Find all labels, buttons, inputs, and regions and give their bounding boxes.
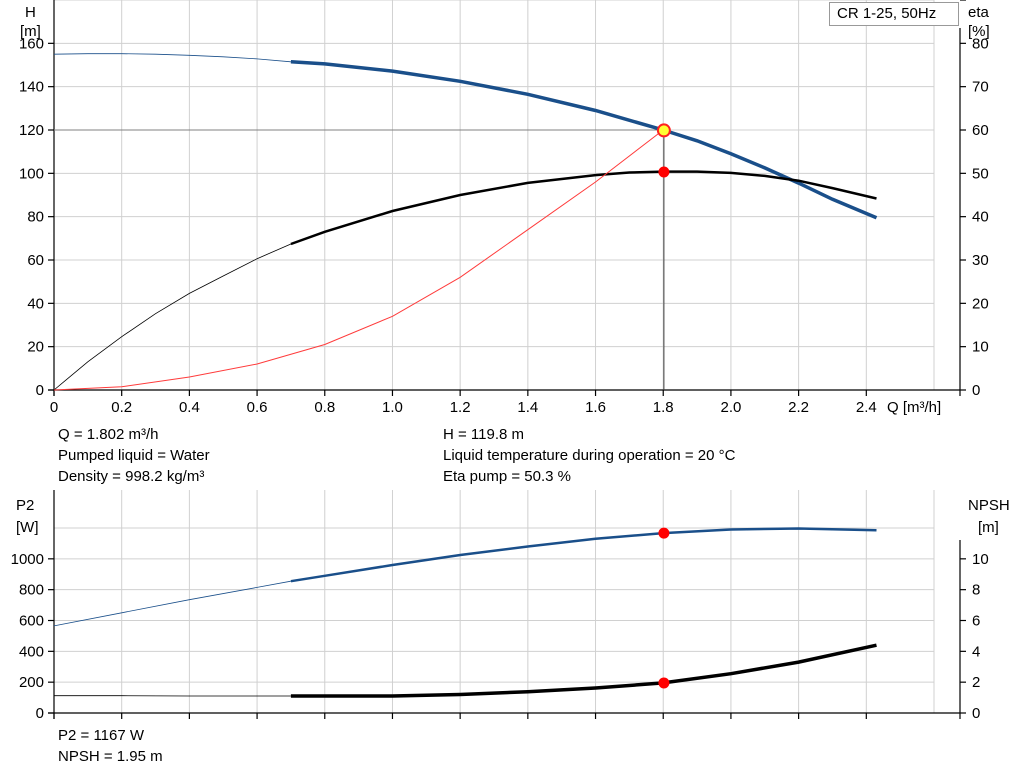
y-left-tick-label: 100	[19, 165, 44, 182]
y-right-tick-label: 2	[972, 674, 980, 691]
x-tick-label: 0.6	[247, 399, 268, 416]
head-curve	[290, 60, 878, 220]
info-block-left: Q = 1.802 m³/h Pumped liquid = Water Den…	[58, 424, 210, 487]
y-left-tick-label: 40	[27, 295, 44, 312]
y-right-tick-label: 20	[972, 295, 989, 312]
y-left-tick-label: 600	[19, 613, 44, 630]
x-tick-label: 2.0	[720, 399, 741, 416]
y-right-tick-label: 8	[972, 582, 980, 599]
y-right-tick-label: 10	[972, 339, 989, 356]
x-tick-label: 0.2	[111, 399, 132, 416]
p2-curve-extended	[53, 580, 291, 627]
x-tick-label: 1.8	[653, 399, 674, 416]
y-left-tick-label: 0	[36, 705, 44, 722]
eta-axis-label: eta	[968, 4, 990, 21]
y-left-tick-label: 140	[19, 79, 44, 96]
y-left-tick-label: 80	[27, 209, 44, 226]
y-left-tick-label: 800	[19, 582, 44, 599]
y-left-tick-label: 200	[19, 674, 44, 691]
npsh-axis-unit: [m]	[978, 519, 999, 536]
power-npsh-chart: 0 200 400 600 800 1000 0 2 4 6 8 10	[11, 490, 989, 722]
eta-duty-point	[658, 166, 670, 178]
curve-legend: CR 1-25, 50Hz	[829, 2, 959, 26]
head-eta-chart: 0 0.2 0.4 0.6 0.8 1.0 1.2 1.4 1.6 1.8 2.0 2.2 2.4 0 20…	[19, 0, 989, 416]
flow-readout: Q = 1.802 m³/h	[58, 426, 159, 443]
eta-axis-unit: [%]	[968, 23, 990, 40]
npsh-curve	[290, 643, 877, 698]
x-tick-label: 2.4	[856, 399, 877, 416]
x-tick-label: 0.8	[314, 399, 335, 416]
y-left-tick-label: 120	[19, 122, 44, 139]
head-axis-unit: [m]	[20, 23, 41, 40]
y-left-tick-label: 1000	[11, 551, 44, 568]
p2-axis-unit: [W]	[16, 519, 39, 536]
p2-axis-label: P2	[16, 497, 34, 514]
info-block-right: H = 119.8 m Liquid temperature during op…	[443, 424, 735, 487]
x-tick-label: 1.0	[382, 399, 403, 416]
x-tick-label: 2.2	[788, 399, 809, 416]
flow-axis-label: Q [m³/h]	[887, 399, 941, 416]
liquid-temperature-readout: Liquid temperature during operation = 20…	[443, 447, 736, 464]
y-right-tick-label: 0	[972, 705, 980, 722]
eta-curve-extended	[53, 243, 292, 391]
y-left-tick-label: 160	[19, 35, 44, 52]
y-right-tick-label: 40	[972, 209, 989, 226]
x-tick-label: 1.2	[450, 399, 471, 416]
npsh-duty-point	[658, 677, 670, 689]
head-readout: H = 119.8 m	[443, 426, 525, 443]
p2-readout: P2 = 1167 W	[58, 727, 145, 744]
y-right-tick-label: 6	[972, 613, 980, 630]
y-right-tick-label: 10	[972, 551, 989, 568]
y-right-tick-label: 0	[972, 382, 980, 399]
x-tick-label: 0.4	[179, 399, 200, 416]
x-tick-label: 1.6	[585, 399, 606, 416]
y-right-tick-label: 70	[972, 79, 989, 96]
y-right-tick-label: 50	[972, 165, 989, 182]
duty-point	[656, 123, 671, 138]
head-curve-extended	[53, 53, 291, 63]
y-left-tick-label: 400	[19, 643, 44, 660]
p2-duty-point	[658, 527, 670, 539]
eta-pump-readout: Eta pump = 50.3 %	[443, 468, 571, 485]
y-right-tick-label: 80	[972, 35, 989, 52]
x-tick-label: 0	[50, 399, 58, 416]
y-left-tick-label: 60	[27, 252, 44, 269]
y-right-tick-label: 4	[972, 643, 980, 660]
info-block-bottom: P2 = 1167 W NPSH = 1.95 m	[58, 725, 163, 767]
density-readout: Density = 998.2 kg/m³	[58, 468, 205, 485]
system_curve-curve	[53, 129, 664, 391]
y-left-tick-label: 0	[36, 382, 44, 399]
y-right-tick-label: 30	[972, 252, 989, 269]
x-tick-label: 1.4	[517, 399, 538, 416]
eta-curve	[290, 170, 877, 246]
pumped-liquid-readout: Pumped liquid = Water	[58, 447, 210, 464]
y-left-tick-label: 20	[27, 339, 44, 356]
head-axis-label: H	[25, 4, 36, 21]
y-right-tick-label: 60	[972, 122, 989, 139]
npsh-readout: NPSH = 1.95 m	[58, 748, 163, 765]
p2-curve	[290, 527, 877, 583]
npsh-axis-label: NPSH	[968, 497, 1010, 514]
